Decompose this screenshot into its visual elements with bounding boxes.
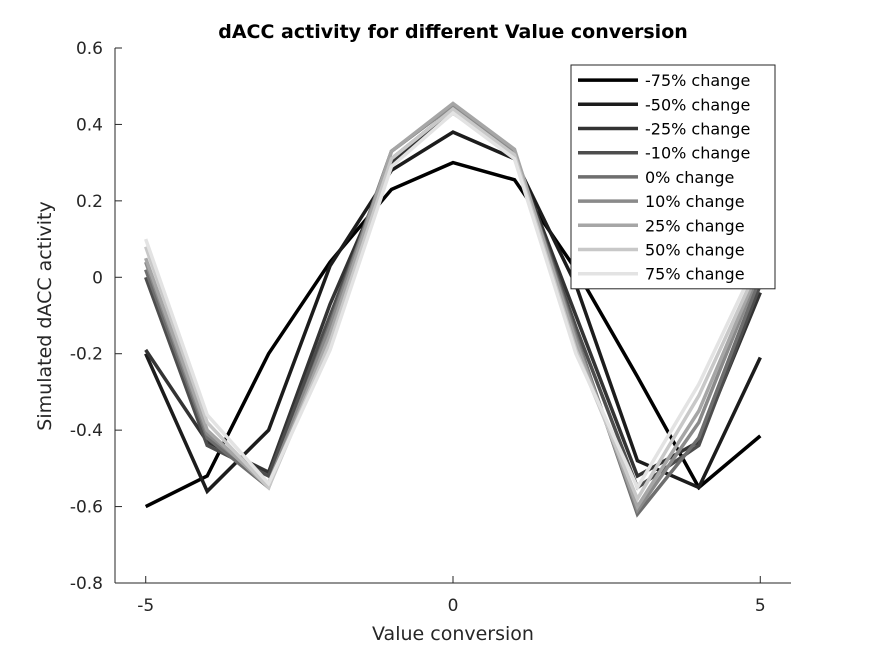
legend: -75% change -50% change -25% change -10% ch… <box>570 64 776 290</box>
chart-title: dACC activity for different Value conver… <box>218 21 688 43</box>
legend-label: 10% change <box>645 192 745 211</box>
y-tick-label: -0.4 <box>70 421 103 441</box>
legend-label: -25% change <box>645 120 750 139</box>
x-tick-label: 0 <box>448 596 459 616</box>
y-tick-label: 0.4 <box>76 115 103 135</box>
legend-label: -50% change <box>645 95 750 114</box>
y-tick-label: -0.2 <box>70 345 103 365</box>
legend-label: -10% change <box>645 144 750 163</box>
x-axis-label: Value conversion <box>372 623 534 645</box>
series-layer <box>144 101 762 518</box>
series-line-1 <box>144 130 762 495</box>
series-line-8 <box>144 110 762 492</box>
axes: -5 0 5 -0.8 -0.6 -0.4 -0.2 0 0.2 0.4 0.6 <box>70 39 791 616</box>
legend-label: 50% change <box>645 241 745 260</box>
legend-label: 0% change <box>645 168 734 187</box>
y-tick-label: -0.8 <box>70 574 103 594</box>
x-tick-label: -5 <box>137 596 154 616</box>
legend-label: 25% change <box>645 216 745 235</box>
x-tick-label: 5 <box>755 596 766 616</box>
y-tick-label: 0 <box>92 268 103 288</box>
y-tick-label: -0.6 <box>70 498 103 518</box>
y-tick-label: 0.2 <box>76 192 103 212</box>
legend-label: 75% change <box>645 265 745 284</box>
series-line-0 <box>144 160 762 509</box>
series-line-7 <box>144 106 762 503</box>
y-tick-label: 0.6 <box>76 39 103 59</box>
y-axis-label: Simulated dACC activity <box>34 201 56 430</box>
legend-label: -75% change <box>645 71 750 90</box>
